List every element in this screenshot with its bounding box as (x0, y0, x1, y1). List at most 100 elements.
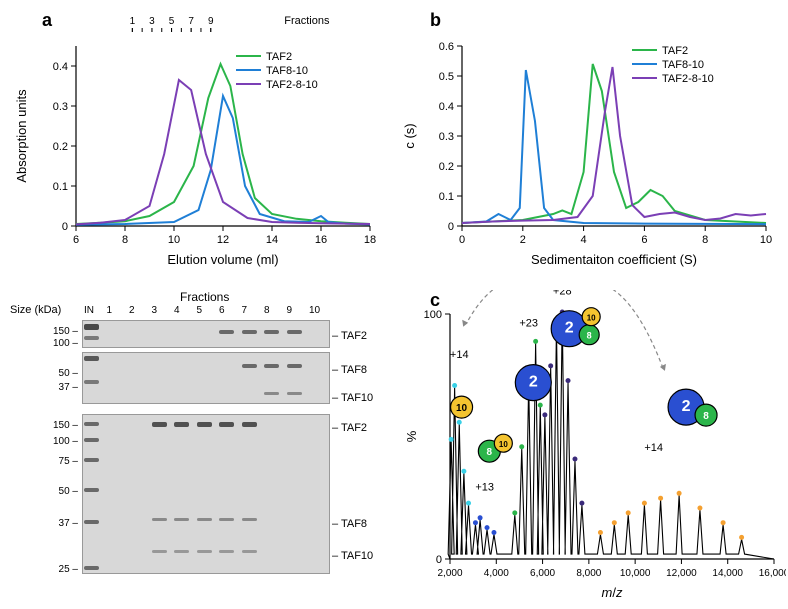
svg-text:8: 8 (487, 447, 493, 458)
svg-text:TAF8-10: TAF8-10 (266, 65, 308, 77)
svg-text:0: 0 (459, 234, 465, 246)
gel-protein-5: – TAF10 (332, 550, 373, 562)
gel-strip-taf2 (82, 320, 330, 348)
svg-text:8: 8 (587, 331, 592, 341)
panel-c: c 2,000 4,000 6,000 8,000 10,000 12,000 14,000… (398, 290, 786, 605)
svg-text:10: 10 (499, 440, 508, 449)
svg-text:TAF8-10: TAF8-10 (662, 59, 704, 71)
svg-text:+28: +28 (553, 290, 572, 297)
gel-size-b-37: 37 – (46, 518, 78, 529)
panel-b: b 0 2 4 6 8 10 0 0.1 0.2 0.3 0.4 0.5 0.6 Sedimentaito… (398, 10, 778, 270)
svg-text:+23: +23 (519, 317, 538, 329)
svg-text:TAF2: TAF2 (266, 51, 292, 63)
gel-fractions-title: Fractions (180, 290, 229, 304)
svg-text:12,000: 12,000 (666, 568, 697, 579)
gel-panel: Fractions Size (kDa) IN 1 2 3 4 5 6 7 8 9 10 150 –… (10, 290, 390, 600)
svg-text:TAF2: TAF2 (662, 45, 688, 57)
gel-protein-1: – TAF8 (332, 364, 367, 376)
svg-text:0.5: 0.5 (439, 71, 454, 83)
gel-protein-2: – TAF10 (332, 392, 373, 404)
panel-a-label: a (42, 10, 52, 31)
svg-text:m/z: m/z (602, 585, 623, 600)
gel-lane-7: 7 (242, 305, 248, 316)
svg-text:2,000: 2,000 (437, 568, 462, 579)
gel-lane-5: 5 (197, 305, 203, 316)
svg-text:0.1: 0.1 (53, 181, 68, 193)
svg-text:14: 14 (266, 234, 278, 246)
gel-lane-6: 6 (219, 305, 225, 316)
svg-text:16: 16 (315, 234, 327, 246)
svg-text:c (s): c (s) (402, 123, 417, 148)
gel-size-50: 50 – (46, 368, 78, 379)
svg-text:10: 10 (456, 403, 468, 414)
svg-text:12: 12 (217, 234, 229, 246)
gel-size-b-75: 75 – (46, 456, 78, 467)
svg-text:10: 10 (587, 314, 596, 323)
svg-text:14,000: 14,000 (712, 568, 743, 579)
gel-lane-9: 9 (287, 305, 293, 316)
svg-text:0.2: 0.2 (439, 161, 454, 173)
svg-text:0.1: 0.1 (439, 191, 454, 203)
svg-text:Absorption units: Absorption units (14, 89, 29, 183)
gel-strip-taf8-10 (82, 352, 330, 404)
gel-lane-4: 4 (174, 305, 180, 316)
svg-text:TAF2-8-10: TAF2-8-10 (266, 79, 318, 91)
gel-lane-10: 10 (309, 305, 320, 316)
gel-size-37: 37 – (46, 382, 78, 393)
svg-text:18: 18 (364, 234, 376, 246)
gel-lane-IN: IN (84, 305, 94, 316)
svg-text:Elution volume (ml): Elution volume (ml) (167, 252, 278, 267)
svg-text:2: 2 (565, 320, 574, 337)
svg-text:7: 7 (188, 16, 194, 27)
svg-text:4,000: 4,000 (484, 568, 509, 579)
gel-size-100: 100 – (46, 338, 78, 349)
svg-text:0.3: 0.3 (439, 131, 454, 143)
svg-text:4: 4 (581, 234, 587, 246)
svg-text:0.2: 0.2 (53, 141, 68, 153)
svg-text:6,000: 6,000 (530, 568, 555, 579)
svg-text:0.4: 0.4 (53, 61, 68, 73)
svg-text:+14: +14 (450, 349, 469, 361)
panel-c-label: c (430, 290, 440, 311)
svg-text:TAF2-8-10: TAF2-8-10 (662, 73, 714, 85)
panel-a-chart: 68101214161800.10.20.30.4Elution volume … (10, 10, 380, 270)
svg-text:10: 10 (168, 234, 180, 246)
gel-lane-2: 2 (129, 305, 135, 316)
gel-protein-0: – TAF2 (332, 330, 367, 342)
svg-text:0.4: 0.4 (439, 101, 454, 113)
svg-text:6: 6 (641, 234, 647, 246)
svg-text:2: 2 (529, 374, 538, 391)
svg-text:2: 2 (520, 234, 526, 246)
svg-text:10: 10 (760, 234, 772, 246)
svg-text:+13: +13 (475, 481, 494, 493)
svg-text:8: 8 (703, 411, 709, 422)
svg-text:8: 8 (702, 234, 708, 246)
svg-text:Fractions: Fractions (284, 15, 330, 27)
gel-size-150: 150 – (46, 326, 78, 337)
gel-lane-3: 3 (152, 305, 158, 316)
svg-text:0: 0 (436, 554, 442, 566)
gel-protein-3: – TAF2 (332, 422, 367, 434)
svg-text:0.3: 0.3 (53, 101, 68, 113)
panel-b-label: b (430, 10, 441, 31)
gel-lane-1: 1 (107, 305, 113, 316)
svg-text:2: 2 (682, 398, 691, 415)
svg-text:8,000: 8,000 (576, 568, 601, 579)
svg-text:9: 9 (208, 16, 214, 27)
panel-a: a 68101214161800.10.20.30.4Elution volum… (10, 10, 380, 270)
svg-text:5: 5 (169, 16, 175, 27)
gel-size-b-150: 150 – (46, 420, 78, 431)
svg-text:3: 3 (149, 16, 155, 27)
svg-text:10,000: 10,000 (620, 568, 651, 579)
svg-text:Sedimentaiton coefficient (S): Sedimentaiton coefficient (S) (531, 252, 697, 267)
svg-text:8: 8 (122, 234, 128, 246)
gel-protein-4: – TAF8 (332, 518, 367, 530)
svg-text:1: 1 (130, 16, 136, 27)
gel-size-b-100: 100 – (46, 436, 78, 447)
svg-text:0: 0 (448, 221, 454, 233)
svg-text:16,000: 16,000 (759, 568, 786, 579)
gel-size-header: Size (kDa) (10, 304, 61, 316)
gel-size-b-50: 50 – (46, 486, 78, 497)
gel-lane-8: 8 (264, 305, 270, 316)
svg-text:0.6: 0.6 (439, 41, 454, 53)
